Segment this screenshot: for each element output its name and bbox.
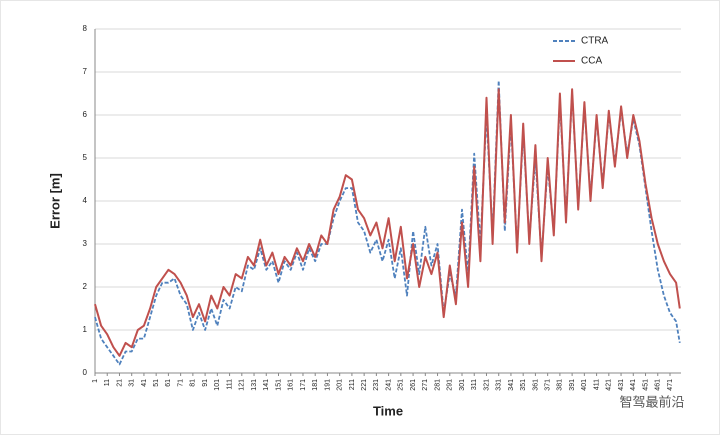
x-tick-label: 461 [655,379,662,391]
y-tick-label: 1 [83,325,88,334]
legend-label: CTRA [581,36,609,47]
x-tick-label: 41 [141,379,148,387]
x-tick-label: 421 [606,379,613,391]
x-tick-label: 291 [447,379,454,391]
y-tick-label: 6 [83,110,88,119]
x-tick-label: 151 [275,379,282,391]
x-tick-label: 91 [202,379,209,387]
y-axis-label: Error [m] [47,173,62,229]
x-tick-label: 301 [459,379,466,391]
x-tick-label: 441 [630,379,637,391]
x-tick-label: 131 [251,379,258,391]
x-tick-label: 11 [104,379,111,386]
series-line [94,88,681,357]
series-line [94,79,681,366]
x-tick-label: 371 [544,379,551,391]
x-tick-label: 141 [263,379,270,391]
x-tick-label: 231 [373,379,380,391]
x-tick-label: 271 [422,379,429,391]
x-tick-label: 71 [177,379,184,387]
x-tick-label: 221 [361,379,368,391]
x-tick-label: 31 [129,379,136,387]
x-tick-label: 191 [324,379,331,391]
x-tick-label: 341 [508,379,515,391]
watermark: 智驾最前沿 [619,394,684,409]
x-tick-label: 471 [667,379,674,391]
x-tick-label: 181 [312,379,319,391]
x-tick-label: 111 [226,379,233,390]
x-tick-label: 351 [520,379,527,391]
x-tick-label: 211 [349,379,356,390]
x-tick-label: 101 [214,379,221,391]
x-tick-label: 121 [239,379,246,391]
x-tick-label: 381 [557,379,564,391]
y-tick-label: 0 [83,368,88,377]
legend-label: CCA [581,56,602,67]
y-tick-label: 7 [83,67,88,76]
x-tick-label: 331 [496,379,503,391]
x-tick-label: 361 [532,379,539,391]
x-tick-label: 1 [92,379,99,383]
x-tick-label: 401 [581,379,588,391]
y-tick-label: 4 [83,196,88,205]
x-tick-label: 431 [618,379,625,391]
x-tick-label: 51 [153,379,160,387]
x-tick-label: 321 [483,379,490,391]
x-tick-label: 411 [593,379,600,390]
x-tick-label: 21 [116,379,123,387]
x-tick-label: 451 [642,379,649,391]
x-tick-label: 81 [190,379,197,387]
x-axis-label: Time [373,403,403,418]
x-tick-label: 201 [337,379,344,391]
x-tick-label: 391 [569,379,576,391]
y-tick-label: 2 [83,282,88,291]
x-tick-label: 281 [434,379,441,391]
x-tick-label: 61 [165,379,172,387]
x-tick-label: 241 [385,379,392,391]
x-tick-label: 311 [471,379,478,390]
x-tick-label: 251 [398,379,405,391]
x-tick-label: 261 [410,379,417,391]
x-tick-label: 161 [288,379,295,391]
y-tick-label: 8 [83,24,88,33]
x-tick-label: 171 [300,379,307,391]
y-tick-label: 3 [83,239,88,248]
y-tick-label: 5 [83,153,88,162]
